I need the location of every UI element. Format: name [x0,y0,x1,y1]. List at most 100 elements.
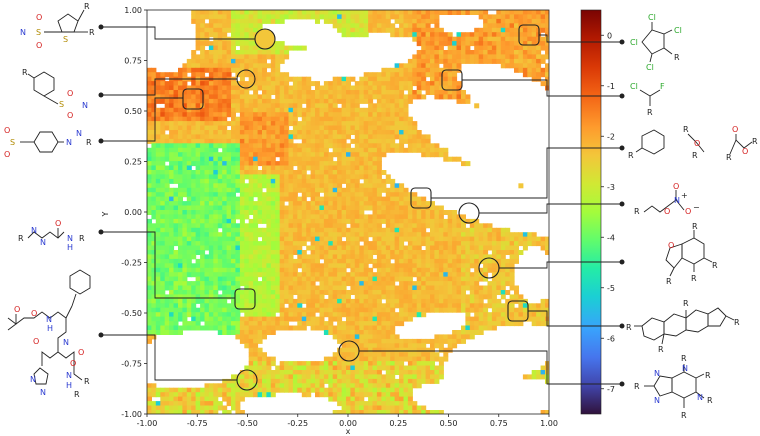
heat-cell [430,227,435,233]
heat-cell [244,58,250,64]
heat-cell [186,250,192,255]
heat-cell [253,161,259,167]
heat-cell [403,72,409,78]
heat-cell [235,196,241,202]
heat-cell [213,285,219,291]
heat-cell [461,272,466,278]
heat-cell [173,294,179,300]
heat-cell [531,67,537,73]
heat-cell [434,343,440,349]
heat-cell [363,276,369,282]
heat-cell [279,143,285,149]
heat-cell [253,298,259,304]
heat-cell [266,76,272,82]
heat-cell [372,334,378,340]
heat-cell [491,32,497,38]
heat-cell [226,187,232,193]
heat-cell [297,76,303,82]
heat-cell [421,152,427,158]
heat-cell [178,161,183,167]
heat-cell [301,81,307,87]
heat-cell [204,134,210,140]
heat-cell [155,174,161,180]
heat-cell [522,58,528,64]
heat-cell [443,50,449,55]
heat-cell [262,312,267,318]
heat-cell [279,267,285,273]
heat-cell [332,183,338,189]
heat-cell [430,63,435,69]
heat-cell [239,214,245,220]
heat-cell [491,236,497,242]
heat-cell [438,285,444,291]
heat-cell [328,245,334,251]
heat-cell [368,72,374,78]
heat-cell [147,72,152,78]
heat-cell [368,250,374,255]
heat-cell [182,245,188,251]
heat-cell [430,245,435,251]
heat-cell [182,161,188,167]
heat-cell [407,218,413,224]
heat-cell [169,130,175,135]
heat-cell [337,298,343,304]
heat-cell [434,227,440,233]
heat-cell [399,236,405,242]
heat-cell [430,36,435,42]
heat-cell [368,90,374,95]
heat-cell [425,245,431,251]
heat-cell [416,307,422,313]
heat-cell [518,307,524,313]
heat-cell [200,325,206,331]
heat-cell [385,218,391,224]
heat-cell [191,121,197,127]
heat-cell [244,94,250,100]
heat-cell [239,107,245,113]
heat-cell [394,125,400,131]
heat-cell [235,50,241,55]
heat-cell [430,90,435,95]
heat-cell [434,72,440,78]
heat-cell [310,81,316,87]
heat-cell [292,170,298,175]
heat-cell [407,307,413,313]
heat-cell [319,174,325,180]
heat-cell [231,14,236,20]
heat-cell [319,316,325,322]
heat-cell [213,81,219,87]
heat-cell [244,10,250,15]
heat-cell [213,196,219,202]
heat-cell [416,312,422,318]
heat-cell [195,312,201,318]
heat-cell [341,147,347,153]
heat-cell [509,316,515,322]
heat-cell [257,183,263,189]
heat-cell [248,98,254,104]
heat-cell [474,10,480,15]
heat-cell [301,263,307,269]
heat-cell [270,192,276,198]
heat-cell [222,285,228,291]
heat-cell [147,152,152,158]
heat-cell [270,307,276,313]
heat-cell [346,210,351,215]
heat-cell [213,98,219,104]
heat-cell [217,196,223,202]
heat-cell [270,125,276,131]
heat-cell [270,103,276,109]
heat-cell [208,254,214,260]
heat-cell [421,147,427,153]
heat-cell [186,67,192,73]
heat-cell [363,290,369,295]
heat-cell [399,245,405,251]
heat-cell [244,312,250,318]
heat-cell [359,281,365,287]
heat-cell [248,294,254,300]
heat-cell [381,236,387,242]
heat-cell [465,325,471,331]
heat-cell [315,18,320,24]
heat-cell [288,250,294,255]
heat-cell [368,218,374,224]
heat-cell [253,307,259,313]
heat-cell [438,90,444,95]
